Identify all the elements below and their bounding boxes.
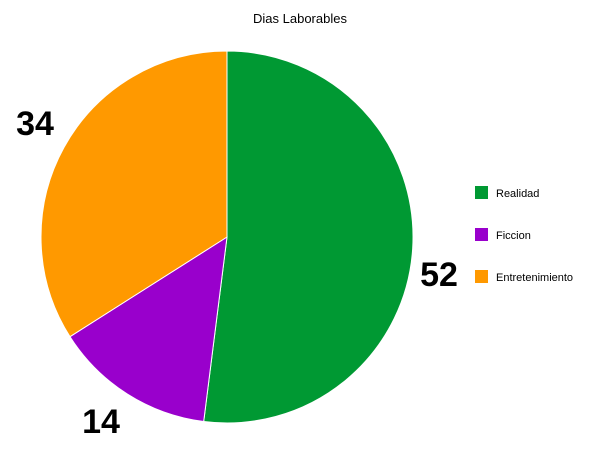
pie-slices: [40, 50, 414, 424]
slice-value-label-ficcion: 14: [82, 403, 120, 441]
pie-slice-ficcion: [69, 236, 228, 423]
legend-swatch-ficcion: [475, 228, 488, 241]
legend-label-entretenimiento: Entretenimiento: [496, 272, 573, 284]
pie-slice-labels: 52 14 34: [16, 105, 458, 441]
legend-label-ficcion: Ficcion: [496, 230, 531, 242]
pie-slice-entretenimiento: [40, 50, 228, 338]
slice-value-label-entretenimiento: 34: [16, 105, 54, 143]
legend-label-realidad: Realidad: [496, 188, 539, 200]
legend-swatch-entretenimiento: [475, 270, 488, 283]
chart-title: Dias Laborables: [253, 11, 347, 26]
chart-legend: Realidad Ficcion Entretenimiento: [475, 186, 573, 284]
slice-value-label-realidad: 52: [420, 256, 458, 294]
pie-slice-realidad: [203, 50, 414, 424]
legend-swatch-realidad: [475, 186, 488, 199]
